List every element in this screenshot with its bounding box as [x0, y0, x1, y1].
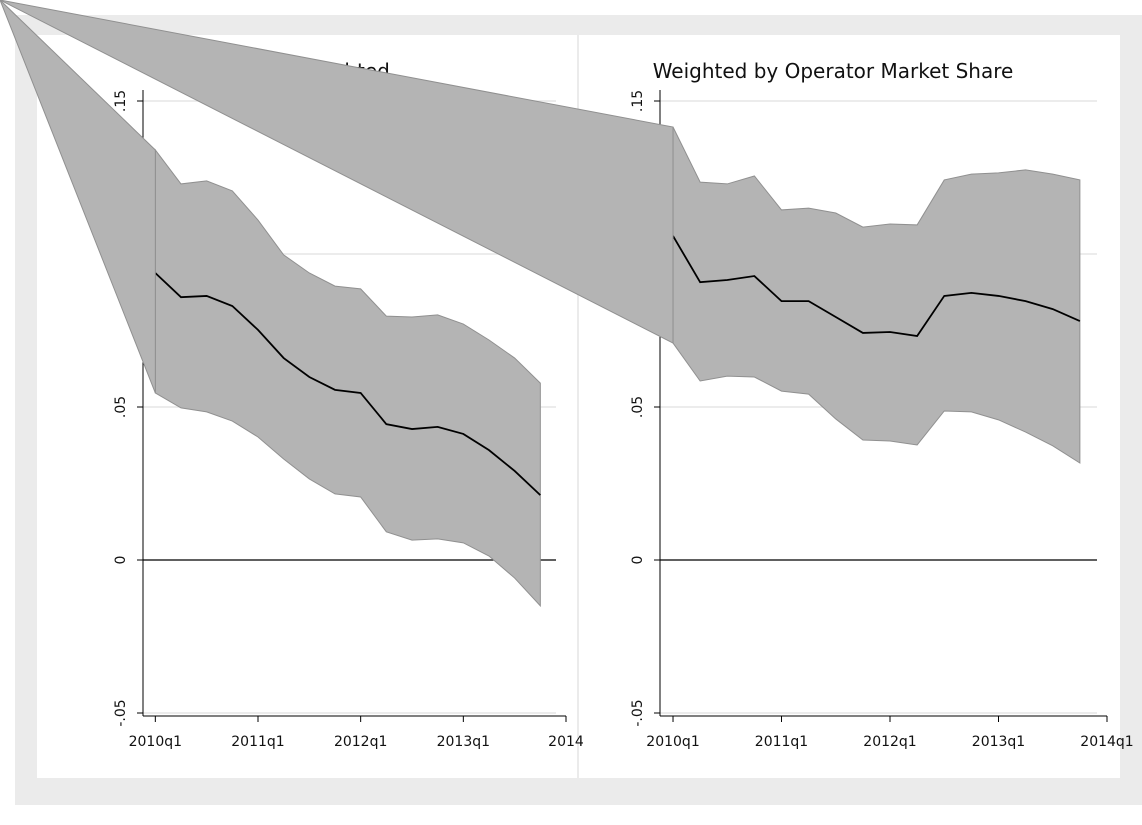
y-tick-label: -.05 — [113, 699, 129, 726]
y-tick-label: 0 — [630, 556, 646, 565]
y-tick-label: .05 — [630, 396, 646, 418]
y-tick-label: .15 — [630, 90, 646, 112]
line — [672, 235, 1081, 337]
y-tick-label: -.05 — [630, 699, 646, 726]
x-tick-label: 2010q1 — [646, 734, 699, 750]
x-tick-label: 2011q1 — [231, 734, 284, 750]
x-tick-label: 2011q1 — [755, 734, 808, 750]
confidence-band — [672, 126, 1081, 464]
y-tick-label: .05 — [113, 396, 129, 418]
x-tick-label: 2012q1 — [334, 734, 387, 750]
x-tick-label: 2013q1 — [972, 734, 1025, 750]
x-tick-label: 2014q1 — [1080, 734, 1133, 750]
y-tick-label: 0 — [113, 556, 129, 565]
chart-title: Weighted by Operator Market Share — [653, 59, 1014, 83]
confidence-band — [154, 148, 541, 608]
x-tick-label: 2010q1 — [129, 734, 182, 750]
x-tick-label: 2013q1 — [437, 734, 490, 750]
render-artifact — [0, 0, 674, 344]
y-tick-label: .15 — [113, 90, 129, 112]
render-artifact — [0, 0, 156, 394]
x-tick-label: 2014 — [548, 734, 584, 750]
line — [154, 272, 541, 496]
x-tick-label: 2012q1 — [863, 734, 916, 750]
